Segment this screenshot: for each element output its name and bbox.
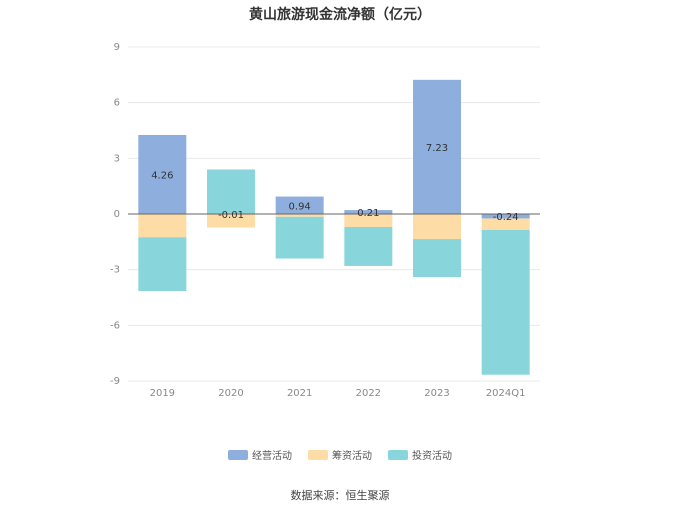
chart-plot: 9 6 3 0 -3 -6 -9 2019 2020 2021 2022 2023 2024Q1 4.2… xyxy=(110,42,540,399)
bar-series-0-2022 xyxy=(344,210,393,214)
x-tick-label: 2022 xyxy=(356,388,381,399)
legend-swatch xyxy=(228,449,248,460)
bar-series-0-2024Q1 xyxy=(481,214,530,219)
data-label-2020: -0.01 xyxy=(218,210,244,221)
bar-series-1-2019 xyxy=(138,214,187,238)
grid-layer: 9 6 3 0 -3 -6 -9 2019 2020 2021 2022 2023 2024Q1 xyxy=(110,42,540,399)
legend-swatch xyxy=(308,449,328,460)
legend-swatch xyxy=(388,449,408,460)
bar-series-1-2024Q1 xyxy=(481,218,530,230)
bar-series-0-2021 xyxy=(275,196,324,214)
data-source: 数据来源：恒生聚源 xyxy=(290,489,390,502)
x-tick-label: 2021 xyxy=(287,388,312,399)
y-tick-label: 0 xyxy=(114,209,120,220)
y-tick-label: 9 xyxy=(114,42,120,53)
data-label-2019: 4.26 xyxy=(151,170,173,181)
legend-item-2[interactable]: 投资活动 xyxy=(388,447,452,462)
legend-label: 筹资活动 xyxy=(332,451,372,462)
x-tick-label: 2019 xyxy=(150,388,175,399)
bar-series-2-2020 xyxy=(207,169,255,214)
y-tick-label: -3 xyxy=(110,265,120,276)
bar-series-1-2023 xyxy=(413,214,461,240)
bar-series-2-2022 xyxy=(344,226,393,266)
y-tick-label: -9 xyxy=(110,376,120,387)
data-label-2022: 0.21 xyxy=(357,208,379,219)
labels-layer: 4.26 -0.01 0.94 0.21 7.23 -0.24 xyxy=(151,143,518,223)
bar-series-1-2022 xyxy=(344,214,393,227)
legend-item-0[interactable]: 经营活动 xyxy=(228,447,292,462)
x-tick-label: 2024Q1 xyxy=(486,388,526,399)
bars-layer xyxy=(138,79,530,375)
y-tick-label: 6 xyxy=(114,98,120,109)
bar-series-1-2021 xyxy=(275,214,324,217)
data-label-2023: 7.23 xyxy=(426,143,448,154)
legend-label: 投资活动 xyxy=(412,451,452,462)
bar-series-2-2023 xyxy=(413,239,461,278)
x-tick-label: 2023 xyxy=(424,388,449,399)
legend-label: 经营活动 xyxy=(252,451,292,462)
data-label-2024Q1: -0.24 xyxy=(493,212,519,223)
bar-series-2-2019 xyxy=(138,237,187,292)
y-tick-label: -6 xyxy=(110,320,120,331)
x-tick-label: 2020 xyxy=(218,388,243,399)
bar-series-0-2019 xyxy=(138,134,187,214)
y-tick-label: 3 xyxy=(114,153,120,164)
bar-series-1-2020 xyxy=(207,214,255,228)
bar-series-2-2024Q1 xyxy=(481,229,530,375)
legend-item-1[interactable]: 筹资活动 xyxy=(308,447,372,462)
bar-series-0-2023 xyxy=(413,79,461,215)
legend: 经营活动 筹资活动 投资活动 xyxy=(0,447,680,463)
data-label-2021: 0.94 xyxy=(289,201,311,212)
chart-title: 黄山旅游现金流净额（亿元） xyxy=(249,7,431,23)
bar-series-2-2021 xyxy=(275,216,324,259)
